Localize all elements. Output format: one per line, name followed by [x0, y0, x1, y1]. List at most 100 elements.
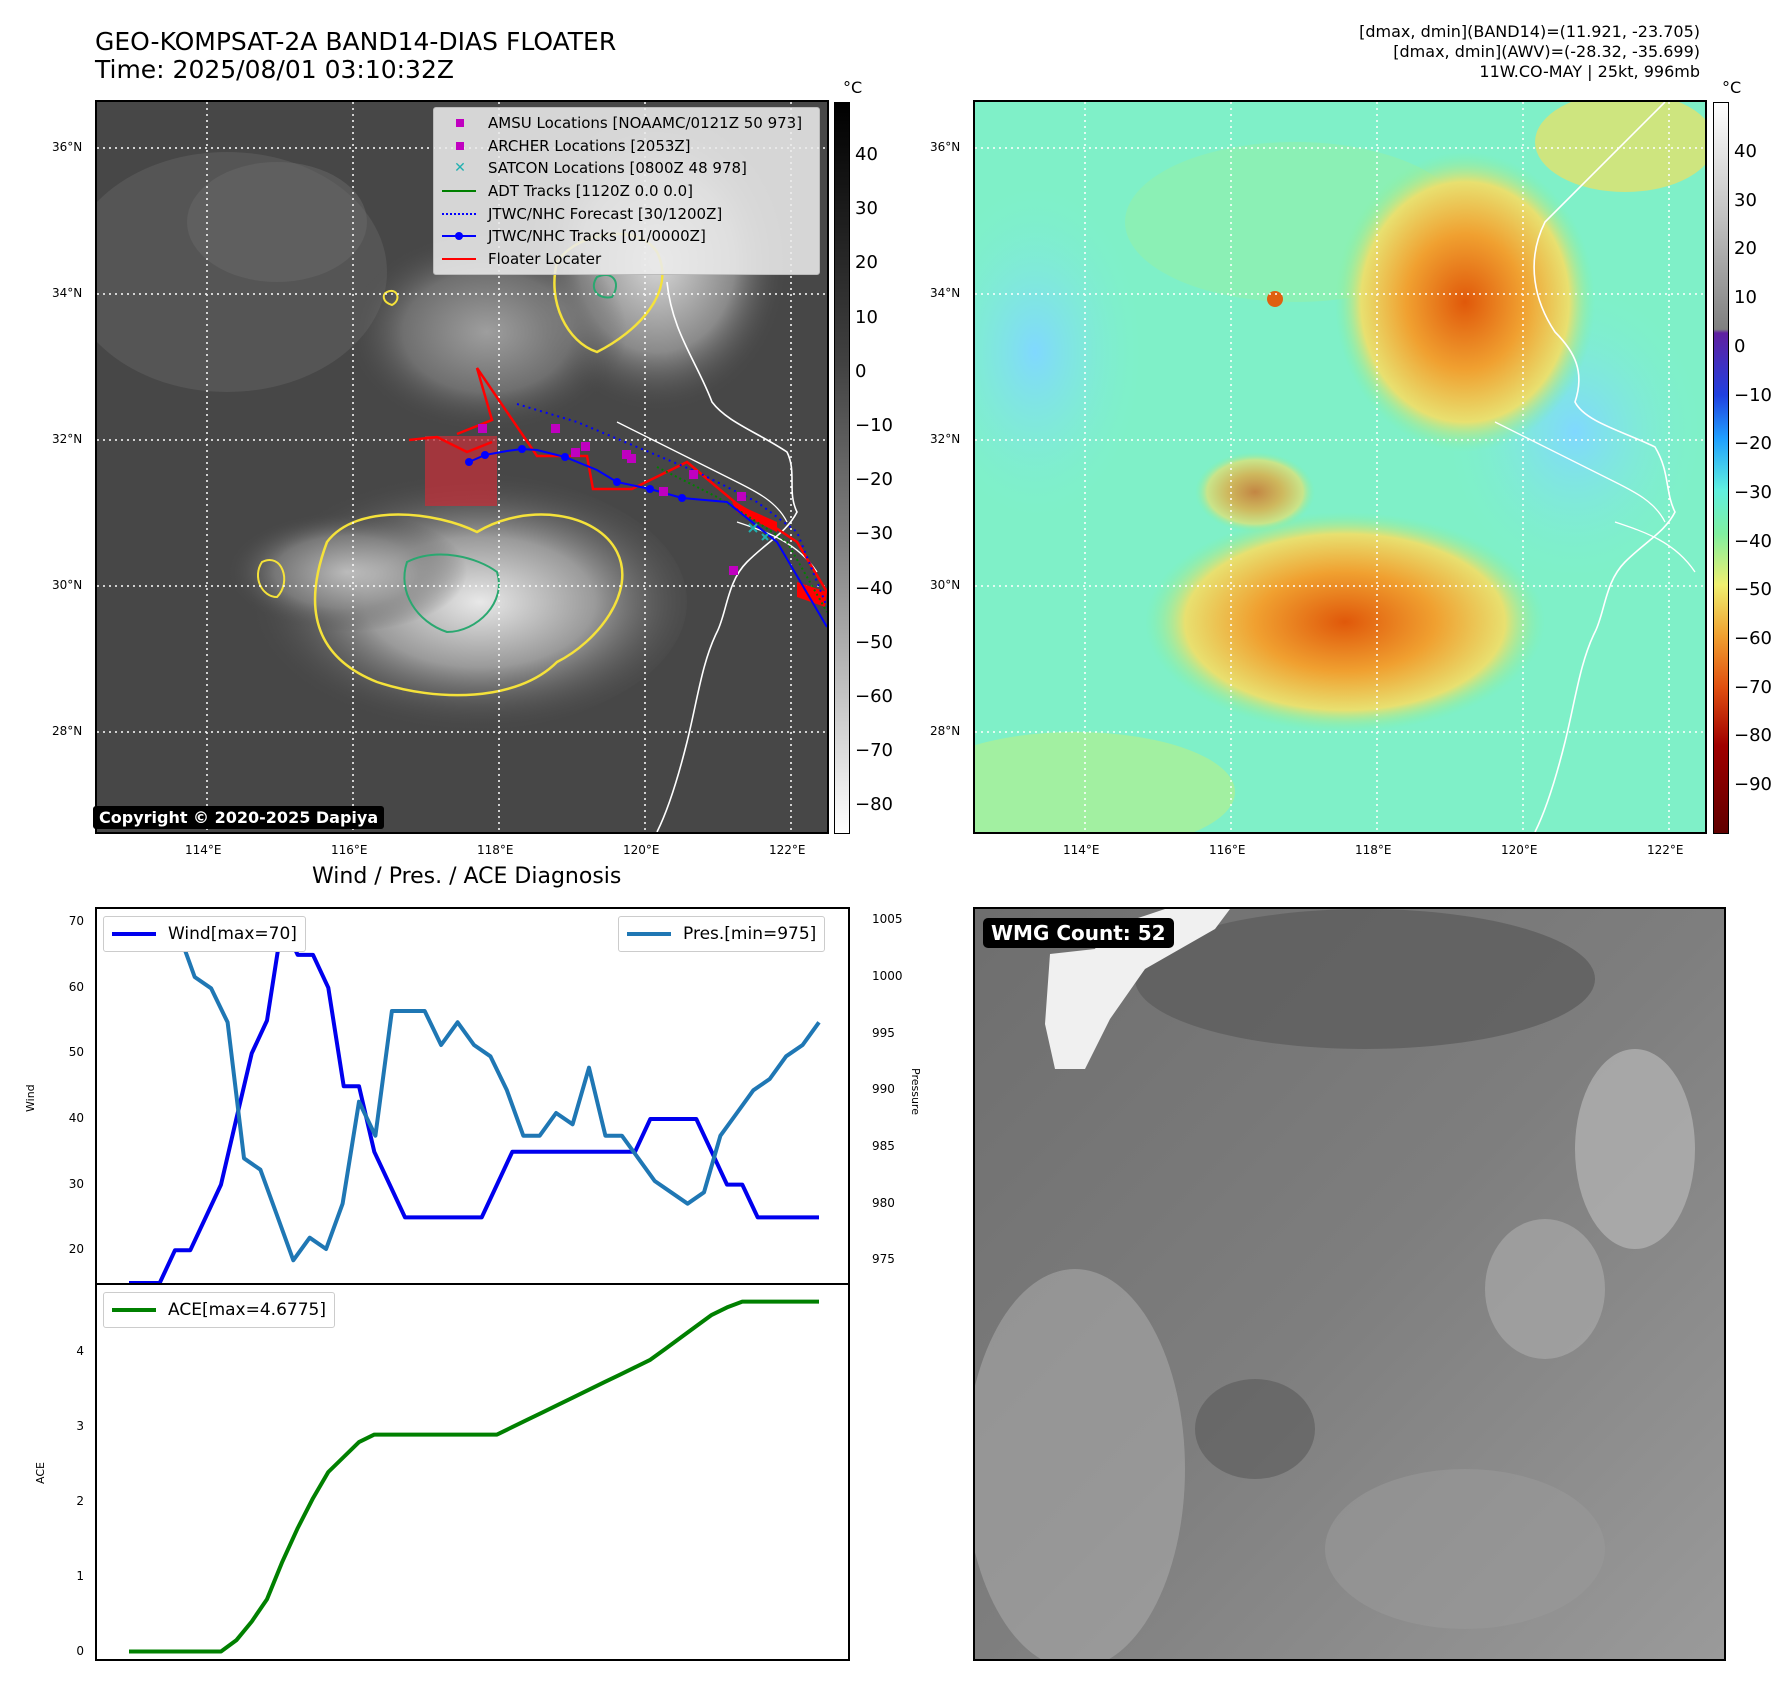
stats-storm: 11W.CO-MAY | 25kt, 996mb — [1479, 62, 1700, 81]
ir-lon-122: 122°E — [769, 843, 806, 857]
ace-series-line — [129, 1299, 819, 1654]
ace-axis-tick-label: 3 — [76, 1419, 84, 1434]
color-lon-120: 120°E — [1501, 843, 1538, 857]
ace-axis-label: ACE — [34, 1462, 47, 1484]
pressure-axis-tick-label: 975 — [872, 1252, 895, 1267]
wmg-panel — [973, 907, 1726, 1661]
stats-block: [dmax, dmin](BAND14)=(11.921, -23.705) [… — [1359, 22, 1700, 82]
color-colorbar-tick: −30 — [1734, 481, 1772, 503]
ir-lon-120: 120°E — [623, 843, 660, 857]
color-lon-116: 116°E — [1209, 843, 1246, 857]
color-lat-30: 30°N — [930, 578, 961, 592]
color-colorbar-tick: 20 — [1734, 238, 1757, 260]
ace-plot — [95, 1283, 850, 1661]
ir-colorbar-tick: −30 — [855, 523, 893, 545]
title-satellite: GEO-KOMPSAT-2A BAND14-DIAS FLOATER — [95, 27, 617, 56]
pressure-axis-tick-label: 990 — [872, 1082, 895, 1097]
color-colorbar-tick: 30 — [1734, 189, 1757, 211]
ir-colorbar-tick: −20 — [855, 469, 893, 491]
legend-amsu-label: AMSU Locations [NOAAMC/0121Z 50 973] — [488, 114, 803, 133]
ir-lat-32: 32°N — [52, 432, 83, 446]
legend-satcon: ✕ SATCON Locations [0800Z 48 978] — [440, 157, 813, 180]
ir-colorbar-tick: 30 — [855, 198, 878, 220]
wind-pres-plot — [95, 907, 850, 1285]
pressure-axis-tick-label: 985 — [872, 1139, 895, 1153]
legend-adt: ADT Tracks [1120Z 0.0 0.0] — [440, 180, 813, 203]
ace-axis-tick-label: 0 — [76, 1643, 84, 1658]
pressure-axis-label: Pressure — [909, 1068, 922, 1115]
color-colorbar-tick: −40 — [1734, 530, 1772, 552]
copyright-badge: Copyright © 2020-2025 Dapiya — [93, 806, 385, 829]
color-colorbar-tick: 10 — [1734, 287, 1757, 309]
line-dot-icon — [440, 229, 480, 243]
ir-colorbar-tick: −40 — [855, 577, 893, 599]
color-lat-32: 32°N — [930, 432, 961, 446]
color-colorbar-unit: °C — [1722, 78, 1742, 97]
ir-colorbar — [834, 102, 850, 834]
legend-adt-label: ADT Tracks [1120Z 0.0 0.0] — [488, 182, 693, 201]
color-map-panel — [973, 100, 1707, 834]
wmg-image — [975, 909, 1724, 1659]
pressure-axis-tick-label: 1000 — [872, 969, 903, 983]
ir-colorbar-tick: 0 — [855, 360, 867, 382]
legend-amsu: AMSU Locations [NOAAMC/0121Z 50 973] — [440, 112, 813, 135]
legend-tracks: JTWC/NHC Tracks [01/0000Z] — [440, 225, 813, 248]
dotted-line-icon — [440, 207, 480, 221]
wmg-count-badge: WMG Count: 52 — [983, 918, 1174, 948]
square-marker-icon — [440, 139, 480, 153]
ace-axis-tick-label: 4 — [76, 1344, 84, 1359]
color-colorbar-tick: 0 — [1734, 335, 1746, 357]
pressure-legend-line-icon — [627, 932, 671, 936]
ace-legend-line-icon — [112, 1308, 156, 1312]
ir-colorbar-tick: −70 — [855, 740, 893, 762]
pressure-axis-tick-label: 980 — [872, 1195, 895, 1210]
pressure-legend: Pres.[min=975] — [618, 916, 826, 952]
cross-marker-icon: ✕ — [454, 160, 466, 177]
color-colorbar-tick: −60 — [1734, 628, 1772, 649]
color-colorbar — [1713, 102, 1729, 834]
ir-lon-116: 116°E — [331, 843, 368, 857]
color-lon-118: 118°E — [1355, 843, 1392, 857]
legend-forecast-label: JTWC/NHC Forecast [30/1200Z] — [488, 204, 723, 223]
color-colorbar-tick: 40 — [1734, 141, 1757, 162]
pressure-axis-tick-label: 1005 — [872, 912, 903, 927]
wind-legend-line-icon — [112, 932, 156, 936]
diagnosis-title: Wind / Pres. / ACE Diagnosis — [312, 864, 622, 889]
legend-tracks-label: JTWC/NHC Tracks [01/0000Z] — [488, 227, 706, 246]
ace-axis-tick-label: 1 — [76, 1568, 84, 1583]
color-lat-28: 28°N — [930, 724, 961, 738]
wind-axis-tick-label: 50 — [68, 1045, 84, 1060]
legend-archer-label: ARCHER Locations [2053Z] — [488, 136, 691, 155]
wind-axis-tick-label: 40 — [68, 1110, 84, 1125]
color-lon-114: 114°E — [1063, 843, 1100, 857]
stats-band14: [dmax, dmin](BAND14)=(11.921, -23.705) — [1359, 22, 1700, 41]
color-colorbar-tick: −20 — [1734, 433, 1772, 455]
ace-axis-tick-label: 2 — [76, 1493, 84, 1508]
wind-legend: Wind[max=70] — [103, 916, 306, 952]
color-colorbar-tick: −90 — [1734, 774, 1772, 796]
legend-floater: Floater Locater — [440, 248, 813, 271]
ir-lat-30: 30°N — [52, 578, 83, 592]
ir-colorbar-tick: −80 — [855, 794, 893, 816]
line-icon — [440, 184, 480, 198]
ir-colorbar-tick: 20 — [855, 252, 878, 274]
wind-axis-tick-label: 30 — [68, 1176, 84, 1191]
wind-axis-label: Wind — [24, 1084, 37, 1112]
ir-lon-118: 118°E — [477, 843, 514, 857]
color-colorbar-tick: −70 — [1734, 676, 1772, 698]
ir-lat-36: 36°N — [52, 140, 83, 154]
ir-lon-114: 114°E — [185, 843, 222, 857]
wind-axis-tick-label: 20 — [68, 1242, 84, 1257]
ir-colorbar-tick: 40 — [855, 144, 878, 165]
wind-axis-tick-label: 60 — [68, 979, 84, 994]
color-lat-36: 36°N — [930, 140, 961, 154]
color-lon-122: 122°E — [1647, 843, 1684, 857]
ir-lat-34: 34°N — [52, 286, 83, 300]
color-colorbar-tick: −50 — [1734, 579, 1772, 601]
color-colorbar-tick: −80 — [1734, 725, 1772, 747]
wind-series-line — [129, 920, 819, 1283]
color-map-image — [975, 102, 1705, 832]
ace-legend-label: ACE[max=4.6775] — [168, 1300, 326, 1320]
pressure-series-line — [129, 929, 821, 1263]
ir-colorbar-unit: °C — [843, 78, 863, 97]
